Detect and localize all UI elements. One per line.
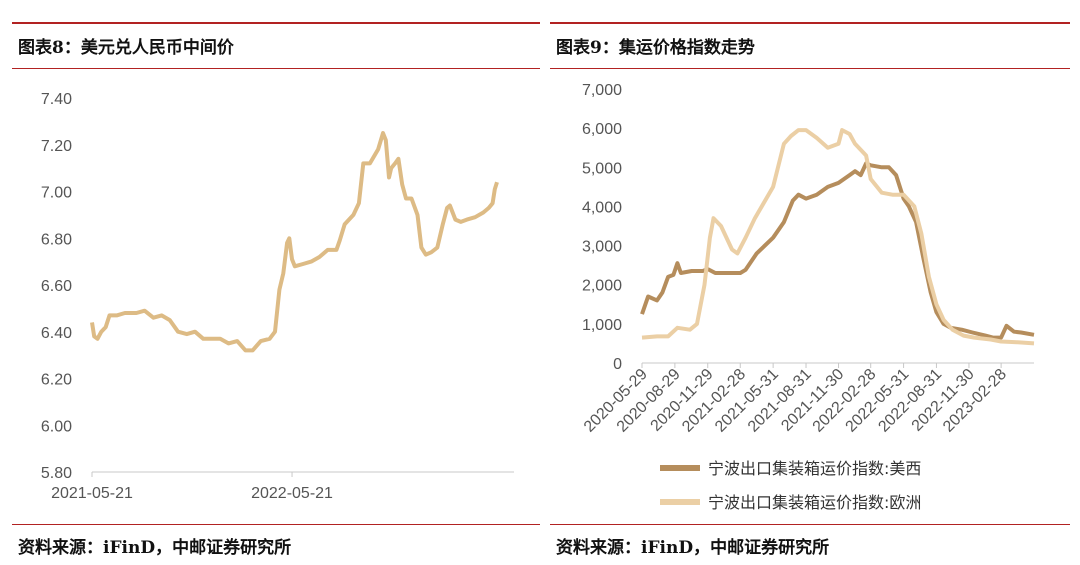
- y-tick-label: 6.20: [41, 372, 72, 389]
- right-panel: 图表9：集运价格指数走势 7,000 6,000 5,000 4,000 3,000 2,…: [550, 0, 1070, 564]
- us-west-series-line: [640, 161, 1035, 340]
- usd-cny-series-line: [90, 131, 499, 353]
- y-tick-label: 4,000: [582, 199, 622, 216]
- right-title-bar: 图表9：集运价格指数走势: [550, 22, 1070, 69]
- left-panel: 图表8：美元兑人民币中间价 7.40 7.20 7.00 6.80 6.60 6.40 6.…: [12, 0, 540, 564]
- y-tick-label: 7.40: [41, 91, 72, 108]
- freight-index-chart: 7,0006,0005,0004,0003,0002,0001,00002020…: [581, 82, 1035, 512]
- legend-label: 宁波出口集装箱运价指数:欧洲: [708, 493, 921, 512]
- y-tick-label: 1,000: [582, 317, 622, 334]
- legend-label: 宁波出口集装箱运价指数:美西: [708, 459, 921, 478]
- y-tick-label: 2,000: [582, 278, 622, 295]
- y-tick-label: 7,000: [582, 82, 622, 99]
- usd-cny-chart: 7.40 7.20 7.00 6.80 6.60 6.40 6.20 6.00 5.80 2021…: [41, 91, 514, 502]
- y-tick-label: 7.20: [41, 138, 72, 155]
- y-tick-label: 5,000: [582, 160, 622, 177]
- europe-series-line: [641, 128, 1035, 346]
- left-source-note: 资料来源：iFinD，中邮证券研究所: [18, 538, 292, 558]
- y-tick-label: 7.00: [41, 185, 72, 202]
- right-chart-title: 图表9：集运价格指数走势: [556, 38, 755, 58]
- right-source-note: 资料来源：iFinD，中邮证券研究所: [556, 538, 830, 558]
- y-tick-label: 5.80: [41, 465, 72, 482]
- y-tick-label: 6.40: [41, 325, 72, 342]
- y-tick-label: 6.80: [41, 231, 72, 248]
- left-source-bar: 资料来源：iFinD，中邮证券研究所: [12, 524, 540, 565]
- x-tick-label: 2021-05-21: [51, 485, 133, 502]
- y-tick-label: 6.60: [41, 278, 72, 295]
- y-tick-label: 6.00: [41, 418, 72, 435]
- right-source-bar: 资料来源：iFinD，中邮证券研究所: [550, 524, 1070, 565]
- y-tick-label: 0: [613, 356, 622, 373]
- left-title-bar: 图表8：美元兑人民币中间价: [12, 22, 540, 69]
- left-chart-title: 图表8：美元兑人民币中间价: [18, 38, 234, 58]
- y-tick-label: 6,000: [582, 121, 622, 138]
- y-tick-label: 3,000: [582, 239, 622, 256]
- x-tick-label: 2022-05-21: [251, 485, 333, 502]
